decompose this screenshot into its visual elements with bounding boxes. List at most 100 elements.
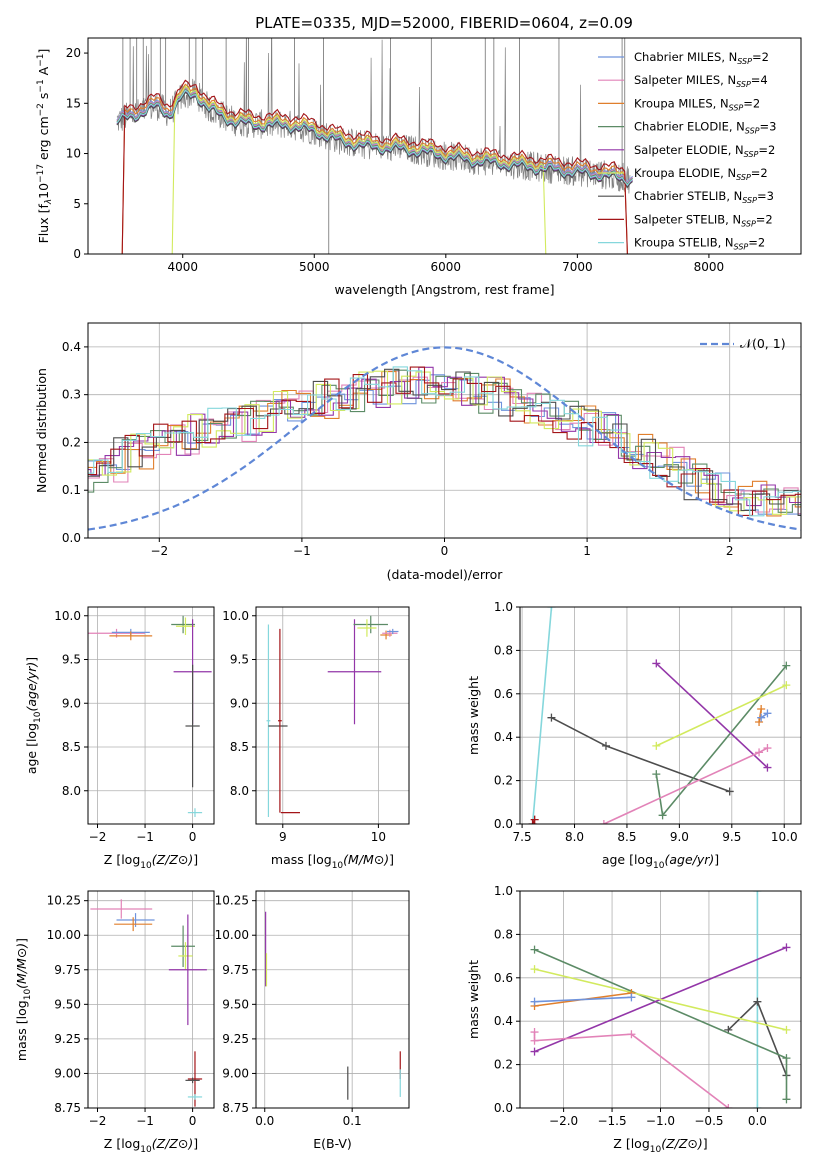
series-line <box>603 747 768 824</box>
errorbar-point-kroupa-stelib <box>266 624 271 817</box>
plot-area <box>528 607 791 824</box>
legend-entry-kroupa-stelib: Kroupa STELIB, NSSP=2 <box>634 236 765 252</box>
y-tick-label: 10 <box>66 147 81 161</box>
y-tick-label: 9.00 <box>54 1066 81 1080</box>
legend-entry-kroupa-elodie: Kroupa ELODIE, NSSP=2 <box>634 166 768 182</box>
y-tick-label: 0.3 <box>62 388 81 402</box>
y-tick-label: 0.0 <box>494 1101 513 1115</box>
y-tick-label: 10.0 <box>54 609 81 623</box>
data-point <box>547 713 556 722</box>
series-line <box>534 996 632 1003</box>
data-point <box>757 704 766 713</box>
x-tick-label: −2 <box>89 830 107 844</box>
y-tick-label: 0.4 <box>62 340 81 354</box>
legend-entry-salpeter-stelib: Salpeter STELIB, NSSP=2 <box>634 212 773 228</box>
errorbar-point-kroupa-elodie <box>175 617 195 635</box>
data-point <box>753 1104 762 1108</box>
x-tick-label: −1 <box>293 544 311 558</box>
data-point <box>599 820 608 824</box>
panel-7: 0.0 0.1 8.75 9.00 9.25 9.50 9.75 10.00 10.25 E(B-… <box>215 890 410 1151</box>
y-tick-label: 10.00 <box>215 928 249 942</box>
axes-frame <box>255 890 410 1109</box>
x-tick-label: 0.1 <box>343 1114 362 1128</box>
y-tick-label: 1.0 <box>494 884 513 898</box>
errorbar-point-chabrier-stelib <box>185 1077 200 1084</box>
histogram-kroupa-elodie <box>88 370 801 515</box>
panel-6: −2 −1 0 8.75 9.00 9.25 9.50 9.75 10.00 10.25 Z [lo… <box>14 890 215 1155</box>
x-tick-label: 0.0 <box>255 1114 274 1128</box>
y-tick-label: 0.4 <box>494 1014 513 1028</box>
series-line <box>534 968 787 1031</box>
data-point <box>757 713 766 722</box>
y-tick-label: 20 <box>66 46 81 60</box>
series-line <box>655 665 787 818</box>
series-chabrier-stelib <box>724 997 791 1080</box>
y-tick-label: 0.2 <box>494 1058 513 1072</box>
legend-entry-kroupa-miles: Kroupa MILES, NSSP=2 <box>634 96 760 112</box>
histogram-kroupa-miles <box>88 371 801 517</box>
data-point <box>763 763 772 772</box>
series-chabrier-elodie <box>530 945 791 1104</box>
data-point <box>627 1030 636 1039</box>
errorbar-point-chabrier-miles <box>387 628 399 635</box>
errorbar-point-salpeter-miles <box>90 899 153 919</box>
errorbar-point-kroupa-stelib <box>187 1094 203 1100</box>
x-tick-label: −2 <box>89 1114 107 1128</box>
y-axis-label: age [log10(age/yr)] <box>24 657 43 774</box>
plot-area <box>88 615 212 817</box>
data-point <box>782 943 791 952</box>
series-line <box>655 662 768 769</box>
model-curve-kroupa-elodie <box>116 85 633 254</box>
histogram-salpeter-miles <box>88 370 801 515</box>
plot-area <box>265 911 401 1100</box>
y-tick-label: 9.00 <box>222 1066 249 1080</box>
y-tick-label: 0.2 <box>62 435 81 449</box>
x-tick-label: 8000 <box>694 260 725 274</box>
series-salpeter-miles <box>530 1028 733 1108</box>
errorbar-point-salpeter-stelib <box>277 628 282 813</box>
data-point <box>755 748 764 757</box>
y-tick-label: 9.50 <box>222 997 249 1011</box>
series-kroupa-miles <box>755 704 766 727</box>
x-axis-label: Z [log10(Z/Z⊙)] <box>104 852 198 871</box>
legend-entry-chabrier-stelib: Chabrier STELIB, NSSP=3 <box>634 189 774 205</box>
histogram-chabrier-miles <box>88 374 801 515</box>
x-axis-label: Z [log10(Z/Z⊙)] <box>613 1136 707 1155</box>
y-tick-label: 9.25 <box>54 1032 81 1046</box>
x-axis-label: Z [log10(Z/Z⊙)] <box>104 1136 198 1155</box>
legend-entry-chabrier-elodie: Chabrier ELODIE, NSSP=3 <box>634 120 776 136</box>
x-tick-label: 0.0 <box>748 1114 767 1128</box>
y-tick-label: 0.2 <box>494 774 513 788</box>
model-curve-salpeter-elodie <box>116 90 633 188</box>
x-axis-label: wavelength [Angstrom, rest frame] <box>334 282 554 297</box>
data-point <box>627 993 636 1002</box>
x-tick-label: 2 <box>726 544 734 558</box>
y-tick-label: 0.6 <box>494 971 513 985</box>
y-tick-label: 8.5 <box>230 740 249 754</box>
legend-entry-chabrier-miles: Chabrier MILES, NSSP=2 <box>634 50 769 66</box>
axes-frame <box>87 37 802 255</box>
data-point <box>547 607 556 611</box>
data-point <box>601 741 610 750</box>
y-tick-label: 8.5 <box>62 740 81 754</box>
data-point <box>530 965 539 974</box>
histogram-kroupa-stelib <box>88 366 801 517</box>
errorbar-point-chabrier-elodie <box>353 615 388 634</box>
data-point <box>658 811 667 820</box>
y-tick-label: 0 <box>73 247 81 261</box>
x-tick-label: −1 <box>136 1114 154 1128</box>
data-point <box>652 741 661 750</box>
data-point <box>530 945 539 954</box>
plot-area <box>116 38 633 254</box>
series-line <box>531 607 553 824</box>
errorbar-point-chabrier-elodie <box>171 615 195 634</box>
legend-entry-salpeter-miles: Salpeter MILES, NSSP=4 <box>634 73 768 89</box>
y-tick-label: 0.8 <box>494 927 513 941</box>
axes-frame <box>255 606 410 825</box>
series-chabrier-miles <box>757 709 772 722</box>
errorbar-point-salpeter-elodie <box>327 619 382 725</box>
axes-frame <box>519 606 802 825</box>
model-curve-salpeter-stelib <box>116 79 633 254</box>
series-salpeter-elodie <box>652 659 772 772</box>
